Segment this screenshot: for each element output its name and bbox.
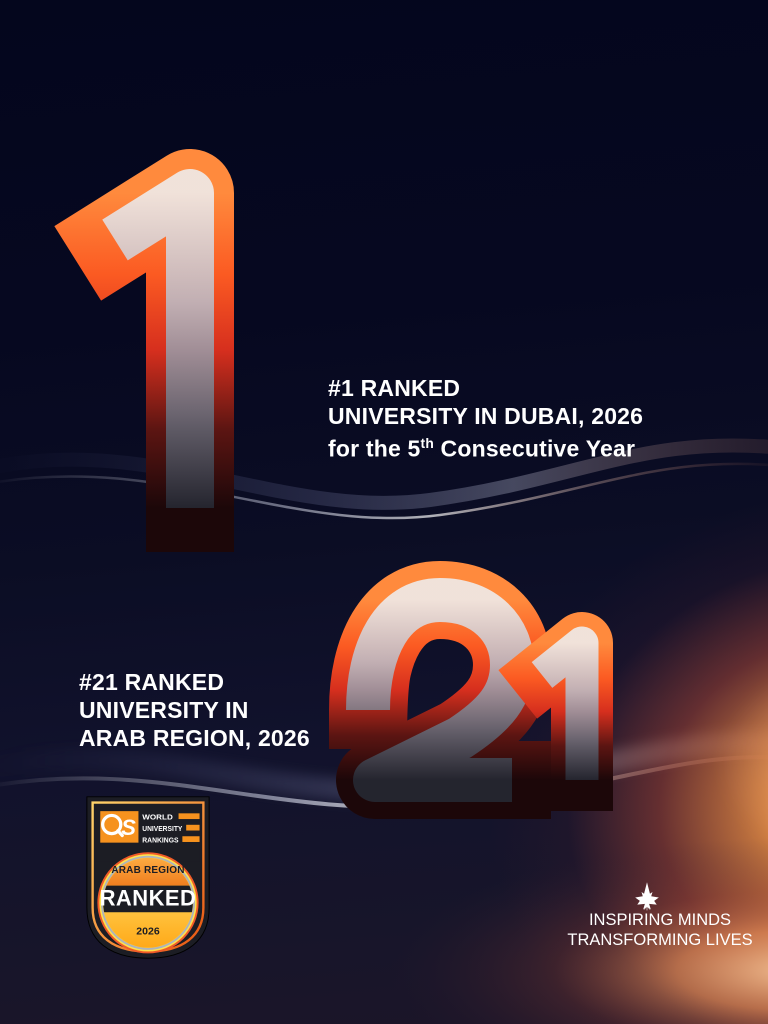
- svg-text:ARAB REGION: ARAB REGION: [111, 865, 184, 876]
- svg-text:UNIVERSITY: UNIVERSITY: [142, 824, 182, 833]
- svg-text:S: S: [121, 815, 136, 840]
- svg-text:2026: 2026: [136, 925, 160, 937]
- svg-text:RANKINGS: RANKINGS: [142, 836, 178, 845]
- svg-text:WORLD: WORLD: [142, 813, 173, 822]
- svg-text:RANKED: RANKED: [100, 886, 197, 911]
